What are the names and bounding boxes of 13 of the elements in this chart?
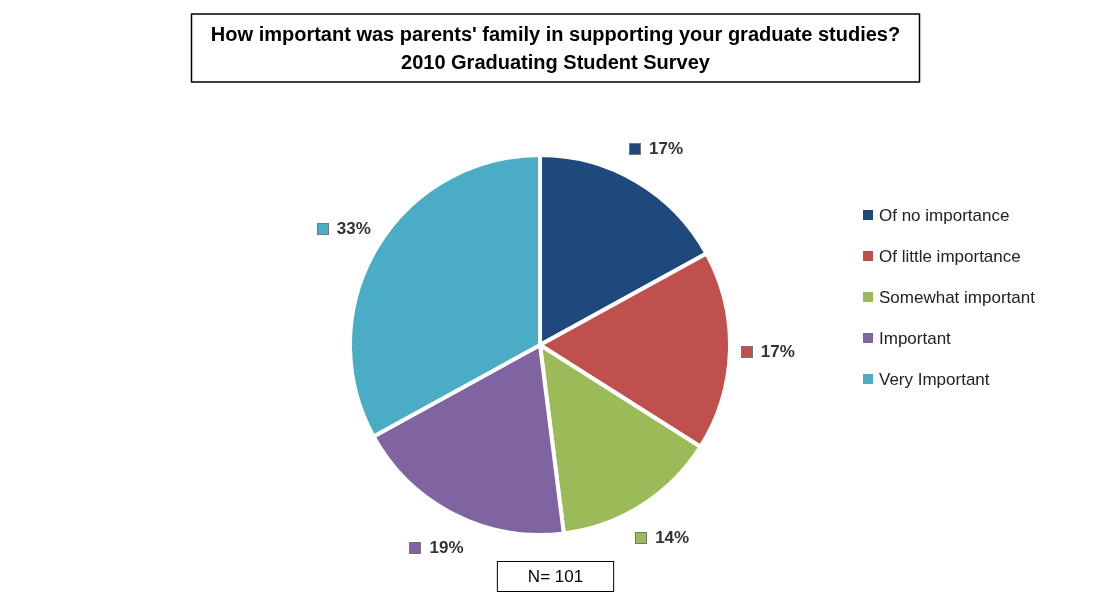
chart-subtitle: 2010 Graduating Student Survey <box>401 51 711 73</box>
data-label: 17% <box>648 138 684 159</box>
data-label: 33% <box>335 218 371 239</box>
data-label: 19% <box>428 538 464 559</box>
legend-label: Very Important <box>879 369 990 389</box>
legend-label: Important <box>879 328 952 348</box>
data-label: 17% <box>759 342 795 363</box>
legend-label: Of no importance <box>879 205 1010 225</box>
chart-title: How important was parents' family in supporting your graduate studies? <box>210 23 901 45</box>
text: N= 101 <box>527 567 584 586</box>
data-label: 14% <box>654 527 690 548</box>
legend-label: Of little importance <box>879 246 1021 266</box>
legend-label: Somewhat important <box>879 287 1036 307</box>
